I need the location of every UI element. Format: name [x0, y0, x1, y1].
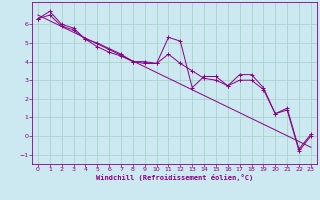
X-axis label: Windchill (Refroidissement éolien,°C): Windchill (Refroidissement éolien,°C)	[96, 174, 253, 181]
